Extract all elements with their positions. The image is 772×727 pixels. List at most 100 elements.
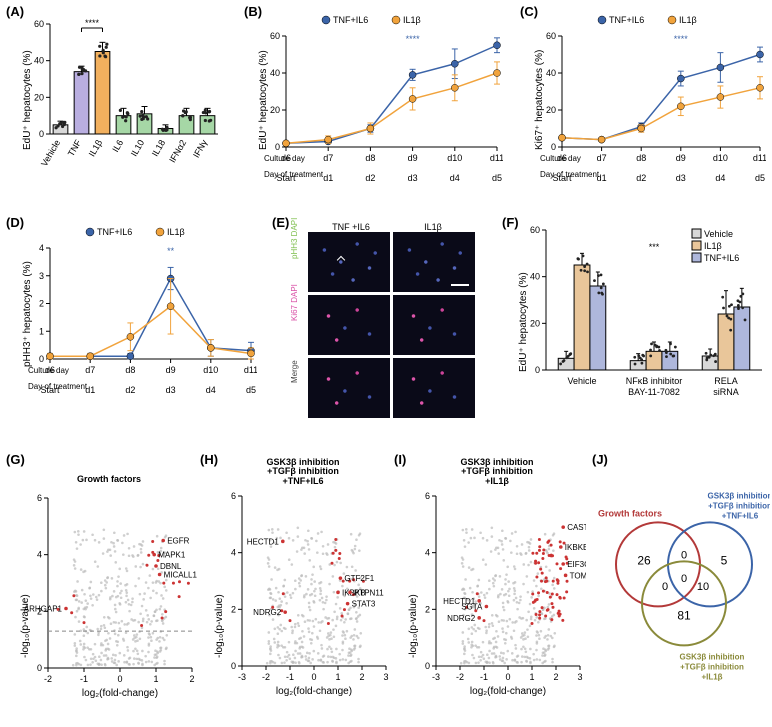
svg-text:20: 20: [530, 318, 540, 328]
svg-text:EGFR: EGFR: [167, 537, 189, 546]
panel-e-row2: Merge: [290, 365, 299, 383]
svg-text:20: 20: [34, 92, 44, 102]
svg-text:1: 1: [335, 672, 340, 682]
svg-text:d3: d3: [676, 173, 686, 183]
svg-text:IL1β: IL1β: [704, 241, 722, 251]
panel-i-svg: -3-2-101230246log₂(fold-change)CASTIKBKB…: [408, 488, 586, 698]
svg-text:IL1β: IL1β: [403, 15, 421, 25]
micrograph: [308, 232, 390, 292]
svg-text:d5: d5: [755, 173, 765, 183]
svg-text:HECTD1: HECTD1: [247, 537, 280, 546]
svg-text:d11: d11: [753, 153, 766, 163]
svg-text:d4: d4: [715, 173, 725, 183]
panel-g-title: Growth factors: [20, 458, 198, 488]
svg-text:6: 6: [425, 491, 430, 501]
svg-text:60: 60: [546, 31, 556, 41]
svg-text:-3: -3: [238, 672, 246, 682]
svg-text:4: 4: [231, 548, 236, 558]
svg-text:26: 26: [637, 553, 651, 567]
svg-text:-2: -2: [44, 674, 52, 684]
svg-text:d3: d3: [166, 385, 176, 395]
panel-f-ylabel: EdU⁺ hepatocytes (%): [518, 272, 529, 372]
svg-text:d2: d2: [365, 173, 375, 183]
svg-text:IL6: IL6: [110, 138, 125, 154]
svg-text:STAT3: STAT3: [352, 600, 376, 609]
svg-text:GSK3β inhibition: GSK3β inhibition: [708, 491, 770, 500]
panel-a: EdU⁺ hepatocytes (%) 0204060VehicleTNFIL…: [22, 10, 222, 200]
panel-f: EdU⁺ hepatocytes (%) 0204060VehicleNFκB …: [518, 222, 768, 422]
panel-h-ylabel: -log₁₀(p-value): [214, 594, 225, 658]
svg-text:40: 40: [34, 56, 44, 66]
panel-j-svg: Growth factorsGSK3β inhibition+TGFβ inhi…: [598, 460, 770, 710]
svg-text:81: 81: [677, 608, 691, 622]
svg-text:TNF+IL6: TNF+IL6: [704, 253, 739, 263]
panel-d: pHH3⁺ hepatocytes (%) 01234d6Startd7d1d8…: [22, 222, 257, 417]
svg-text:20: 20: [546, 105, 556, 115]
svg-text:0: 0: [551, 142, 556, 152]
svg-text:PTPN11: PTPN11: [354, 588, 384, 597]
svg-text:d9: d9: [166, 365, 176, 375]
svg-text:6: 6: [37, 493, 42, 503]
panel-b: EdU⁺ hepatocytes (%) 0204060d6Startd7d1d…: [258, 10, 503, 205]
svg-text:d1: d1: [323, 173, 333, 183]
svg-text:IL1β: IL1β: [679, 15, 697, 25]
svg-text:***: ***: [649, 242, 660, 252]
svg-text:0: 0: [681, 573, 687, 585]
panel-i-title: GSK3β inhibition +TGFβ inhibition +IL1β: [408, 458, 586, 488]
svg-text:d2: d2: [125, 385, 135, 395]
svg-text:TOM1: TOM1: [570, 571, 586, 580]
panel-h-svg: -3-2-101230246log₂(fold-change)HECTD1GTF…: [214, 488, 392, 698]
svg-text:+TGFβ inhibition: +TGFβ inhibition: [708, 501, 770, 510]
micrograph: [308, 358, 390, 418]
svg-text:log₂(fold-change): log₂(fold-change): [276, 686, 352, 697]
svg-text:GTF2F1: GTF2F1: [344, 574, 374, 583]
svg-text:Culture day: Culture day: [28, 366, 69, 375]
svg-text:6: 6: [231, 491, 236, 501]
svg-text:d10: d10: [203, 365, 218, 375]
svg-text:d9: d9: [676, 153, 686, 163]
svg-text:d8: d8: [365, 153, 375, 163]
svg-text:d7: d7: [323, 153, 333, 163]
panel-g: Growth factors -log₁₀(p-value) -2-101202…: [20, 458, 198, 716]
panel-c: Ki67⁺ hepatocytes (%) 0204060d6Startd7d1…: [534, 10, 766, 205]
svg-text:d4: d4: [450, 173, 460, 183]
svg-text:****: ****: [674, 34, 689, 44]
panel-i-ylabel: -log₁₀(p-value): [408, 594, 419, 658]
svg-text:0: 0: [37, 663, 42, 673]
svg-text:log₂(fold-change): log₂(fold-change): [470, 686, 546, 697]
panel-e-col1: IL1β: [392, 222, 474, 232]
svg-text:d3: d3: [408, 173, 418, 183]
panel-a-svg: 0204060VehicleTNFIL1βIL6IL10IL18IFNα2IFN…: [22, 10, 222, 200]
svg-text:d8: d8: [125, 365, 135, 375]
svg-text:+TGFβ inhibition: +TGFβ inhibition: [680, 662, 744, 671]
svg-text:3: 3: [577, 672, 582, 682]
panel-d-ylabel: pHH3⁺ hepatocytes (%): [22, 261, 33, 367]
svg-text:0: 0: [425, 661, 430, 671]
svg-text:Culture day: Culture day: [540, 154, 581, 163]
svg-text:+TNF+IL6: +TNF+IL6: [722, 511, 759, 520]
svg-text:TNF: TNF: [66, 138, 84, 159]
panel-a-ylabel: EdU⁺ hepatocytes (%): [22, 50, 33, 150]
svg-text:SGTA: SGTA: [461, 603, 483, 612]
svg-text:1: 1: [39, 326, 44, 336]
svg-text:TNF+IL6: TNF+IL6: [609, 15, 644, 25]
svg-text:0: 0: [275, 142, 280, 152]
panel-i: GSK3β inhibition +TGFβ inhibition +IL1β …: [408, 458, 586, 716]
svg-text:-1: -1: [286, 672, 294, 682]
svg-text:10: 10: [697, 581, 709, 593]
panel-g-svg: -2-10120246log₂(fold-change)EGFRMAPK1DBN…: [20, 490, 198, 700]
svg-text:Growth factors: Growth factors: [598, 508, 662, 518]
svg-text:60: 60: [34, 19, 44, 29]
svg-text:2: 2: [231, 604, 236, 614]
svg-text:2: 2: [359, 672, 364, 682]
panel-e-row1: Ki67 DAPI: [290, 303, 299, 321]
panel-j: Growth factorsGSK3β inhibition+TGFβ inhi…: [598, 460, 770, 710]
svg-text:TNF+IL6: TNF+IL6: [97, 227, 132, 237]
svg-text:TNF+IL6: TNF+IL6: [333, 15, 368, 25]
svg-text:IKBKB: IKBKB: [565, 543, 586, 552]
svg-text:d2: d2: [636, 173, 646, 183]
panel-h: GSK3β inhibition +TGFβ inhibition +TNF+I…: [214, 458, 392, 716]
micrograph: [308, 295, 390, 355]
svg-text:Culture day: Culture day: [264, 154, 305, 163]
svg-text:Day of treatment: Day of treatment: [28, 382, 88, 391]
